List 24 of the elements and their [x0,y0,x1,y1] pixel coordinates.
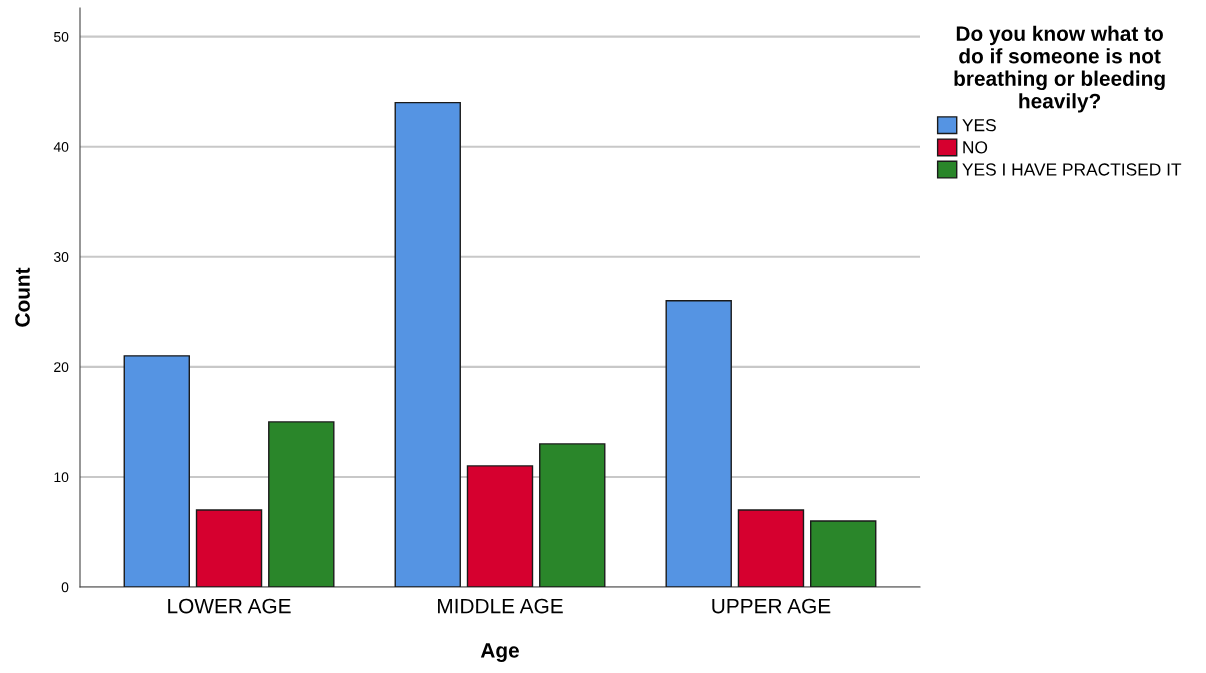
bar [466,465,534,587]
legend-title: Do you know what to do if someone is not breathing or bleeding heavily? [954,25,1165,113]
x-tick-label: LOWER AGE [168,598,291,614]
x-axis-title: Age [480,643,519,662]
x-tick-label: UPPER AGE [712,598,831,614]
legend-label: YES I HAVE PRACTISED IT [962,163,1182,176]
y-tick-label: 30 [53,252,69,262]
y-tick-label: 0 [61,582,69,593]
y-axis-title: Count [15,267,30,327]
bar [123,355,190,587]
bar [268,421,335,587]
y-tick-label: 20 [54,362,69,373]
bar [539,443,606,587]
bar [665,300,732,587]
legend-label: YES [962,119,996,132]
y-tick-label: 40 [53,142,69,152]
bar [737,509,805,587]
x-tick-label: MIDDLE AGE [438,598,563,614]
bar [195,509,263,587]
legend-label: NO [963,141,988,154]
y-tick-label: 10 [54,472,69,483]
bar [394,101,461,587]
bar [810,520,877,587]
y-tick-label: 50 [54,31,69,42]
